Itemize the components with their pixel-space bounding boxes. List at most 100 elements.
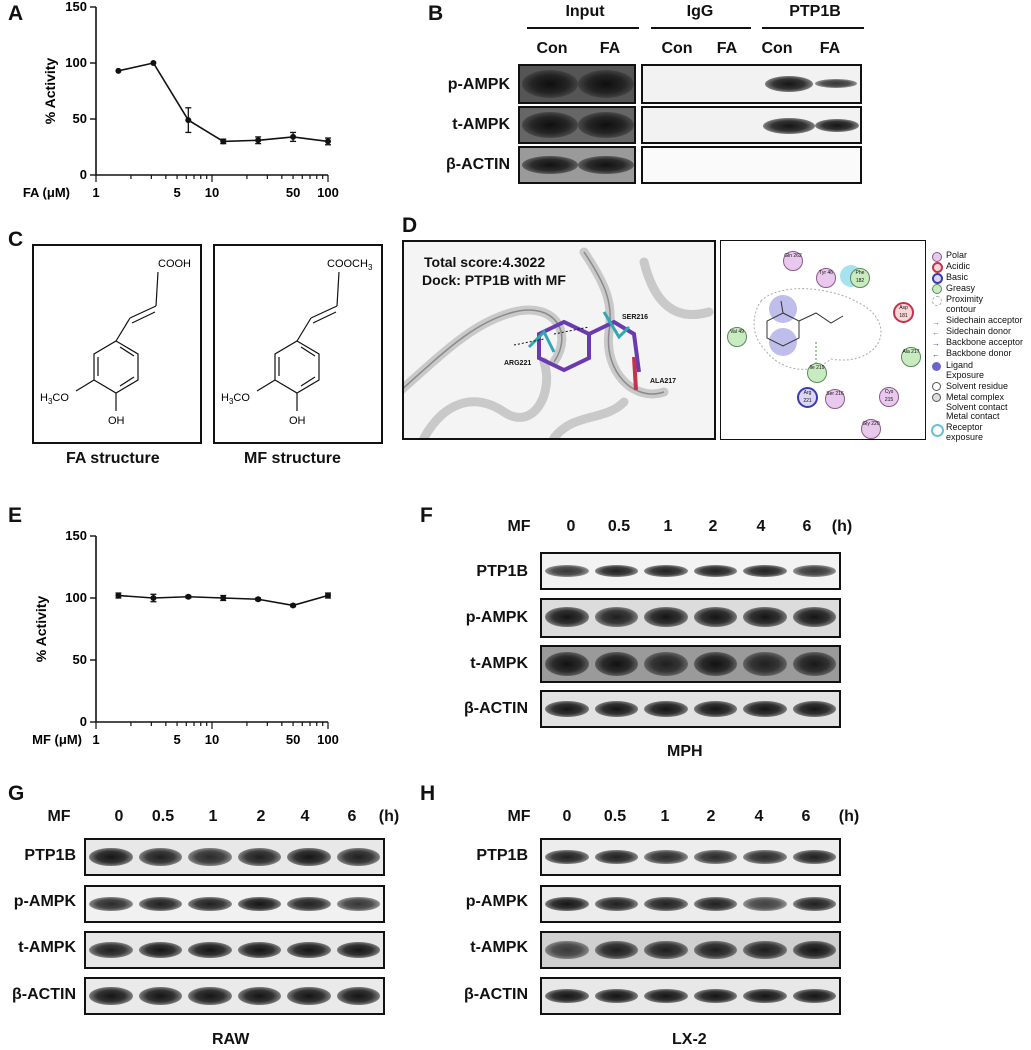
timepoint-label: 0.5 [151,808,175,825]
data-point [185,593,192,600]
timepoint-label: 1 [660,808,670,825]
blot-t-ampk [540,645,841,683]
legend-label: Solvent residue [946,381,1009,391]
blot-band [138,897,182,911]
timepoint-label: 6 [347,808,357,825]
blot-band [594,607,638,627]
blot-band [693,701,737,717]
y-axis-label: % Activity [42,58,58,125]
blot-band [545,989,589,1003]
blot-band [237,848,281,866]
blot-band [693,941,737,959]
x-tick-label: 50 [286,732,300,747]
legend-proximity-icon [932,296,942,306]
cell-line-caption: MPH [667,743,703,760]
blot-band [188,942,232,958]
data-point [290,133,297,140]
data-point [325,138,331,145]
legend-label: Exposure [946,370,985,380]
dock-title: Dock: PTP1B with MF [422,272,566,288]
group-header-ptp1b: PTP1B [789,3,841,20]
timepoint-label: 1 [208,808,218,825]
legend-label: Sidechain acceptor [946,315,1023,325]
blot-beta-actin [540,690,841,728]
legend-solvent-icon [932,382,941,391]
row-label-ptp1b: PTP1B [476,847,528,864]
residue-node: Asp 181 [893,302,914,323]
row-label-t-ampk: t-AMPK [470,655,528,672]
data-point [325,592,331,599]
legend-arrow-icon: → [932,339,940,348]
timepoint-label: 0.5 [607,518,631,535]
residue-label: ALA217 [650,378,677,385]
blot-band [792,565,836,577]
data-point [115,67,122,74]
timepoint-label: 2 [706,808,716,825]
group-header-input: Input [565,3,605,20]
legend-arrow-icon: → [932,318,940,327]
interaction-map: Gln 262 Tyr 46 Phe 182 Asp 181 Val 49 Al… [720,240,926,440]
y-axis-label: % Activity [33,596,49,663]
residue-node: Ala 217 [901,347,921,367]
blot-input-p-ampk [518,64,636,104]
timepoint-label: 1 [663,518,673,535]
data-point [220,138,227,145]
timepoint-label: 0 [114,808,124,825]
row-label-t-ampk: t-AMPK [18,939,76,956]
timepoint-label: 6 [801,808,811,825]
mf-hydroxyl-label: OH [289,415,306,427]
blot-band [545,565,589,577]
panel-letter-b: B [428,2,444,25]
cell-line-caption: LX-2 [672,1031,707,1048]
blot-band [693,989,737,1003]
fa-structure-box: COOH H3CO OH [32,244,202,444]
group-underline-igg [651,27,751,29]
blot-band [594,565,638,577]
blot-band [287,848,331,866]
blot-band [237,987,281,1005]
blot-input-t-ampk [518,106,636,144]
legend-label: exposure [946,432,984,442]
blot-band [336,897,380,911]
residue-node: Ile 219 [807,363,827,383]
lane-label: Con [761,40,793,57]
blot-band [89,942,133,958]
timepoint-label: 4 [754,808,764,825]
blot-band [693,607,737,627]
legend-label: Receptor [946,422,983,432]
blot-band [594,652,638,676]
legend-metal-icon [932,393,941,402]
blot-band [644,897,688,911]
row-label-p-ampk: p-AMPK [447,76,510,93]
residue-node: Gly 220 [861,419,881,439]
blot-band [545,941,589,959]
row-label-ptp1b: PTP1B [24,847,76,864]
blot-beta-actin [84,977,385,1015]
blot-band [336,942,380,958]
blot-ip-t-ampk [641,106,862,144]
blot-p-ampk [540,598,841,638]
blot-band [138,848,182,866]
row-label-t-ampk: t-AMPK [452,116,510,133]
timepoint-label: 0 [566,518,576,535]
y-tick-label: 100 [65,590,87,605]
blot-t-ampk [84,931,385,969]
blot-ptp1b [540,552,841,590]
data-point [115,592,122,599]
blot-band [693,850,737,864]
chart-mf-activity: 0 50 100 150 1 5 10 50 100 MF (μM) % Activity [32,528,339,747]
x-tick-label: 5 [173,185,180,200]
x-tick-label: 10 [205,732,219,747]
group-underline-ptp1b [762,27,864,29]
residue-node: Phe 182 [850,268,870,288]
blot-ip-beta-actin [641,146,862,184]
blot-band [644,941,688,959]
panel-letter-d: D [402,214,418,237]
legend-label: Solvent contact [946,402,1008,412]
blot-band [89,987,133,1005]
blot-band [594,989,638,1003]
blot-band [743,897,787,911]
legend-label: Proximity [946,294,984,304]
fa-structure-caption: FA structure [66,450,160,467]
y-tick-label: 150 [65,528,87,543]
